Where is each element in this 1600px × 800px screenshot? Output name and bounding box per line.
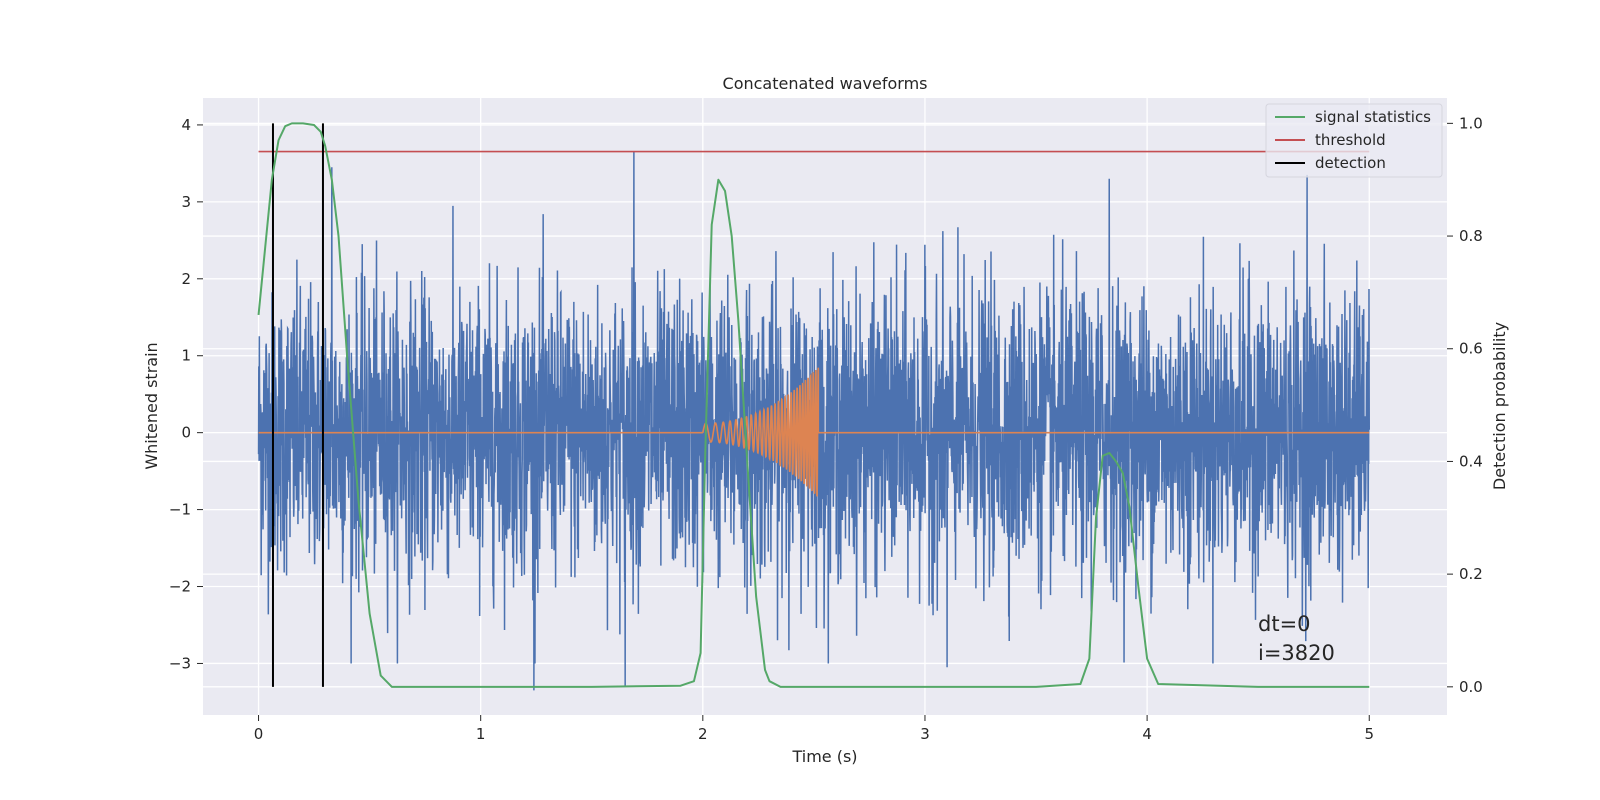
x-tick-label: 1 bbox=[476, 725, 486, 743]
y2-tick-label: 0.2 bbox=[1459, 565, 1483, 583]
x-tick-label: 4 bbox=[1142, 725, 1152, 743]
legend-label-signal-statistics: signal statistics bbox=[1315, 108, 1431, 126]
x-tick-label: 5 bbox=[1364, 725, 1374, 743]
x-tick-label: 3 bbox=[920, 725, 930, 743]
annotation-dt: dt=0 bbox=[1258, 612, 1311, 636]
y-tick-label: 2 bbox=[181, 270, 191, 288]
y-axis-label: Whitened strain bbox=[142, 342, 161, 469]
legend-label-threshold: threshold bbox=[1315, 131, 1386, 149]
x-tick-label: 2 bbox=[698, 725, 708, 743]
ticks: 0 1 2 3 4 5 −3 −2 −1 0 1 2 3 4 0.0 0.2 0.4 0.6 0.8 1.0 bbox=[169, 114, 1483, 743]
y2-tick-label: 0.0 bbox=[1459, 678, 1483, 696]
x-axis-label: Time (s) bbox=[791, 747, 857, 766]
x-tick-label: 0 bbox=[254, 725, 264, 743]
y-tick-label: −2 bbox=[169, 578, 191, 596]
legend: signal statistics threshold detection bbox=[1265, 103, 1443, 178]
annotation-i: i=3820 bbox=[1258, 641, 1335, 665]
y-tick-label: 3 bbox=[181, 193, 191, 211]
injection-series-line bbox=[258, 367, 1370, 497]
legend-label-detection: detection bbox=[1315, 154, 1386, 172]
y-tick-label: 4 bbox=[181, 116, 191, 134]
plot-area bbox=[257, 122, 1370, 691]
signal-statistics-line bbox=[257, 122, 1370, 688]
y2-tick-label: 1.0 bbox=[1459, 114, 1483, 132]
y2-tick-label: 0.6 bbox=[1459, 340, 1483, 358]
y-tick-label: −1 bbox=[169, 501, 191, 519]
y-tick-label: −3 bbox=[169, 654, 191, 672]
y-tick-label: 0 bbox=[181, 424, 191, 442]
y2-axis-label: Detection probability bbox=[1490, 322, 1509, 490]
chart-title: Concatenated waveforms bbox=[723, 74, 928, 93]
y2-tick-label: 0.8 bbox=[1459, 227, 1483, 245]
y-tick-label: 1 bbox=[181, 347, 191, 365]
legend-box bbox=[1265, 103, 1443, 178]
y2-tick-label: 0.4 bbox=[1459, 452, 1483, 470]
